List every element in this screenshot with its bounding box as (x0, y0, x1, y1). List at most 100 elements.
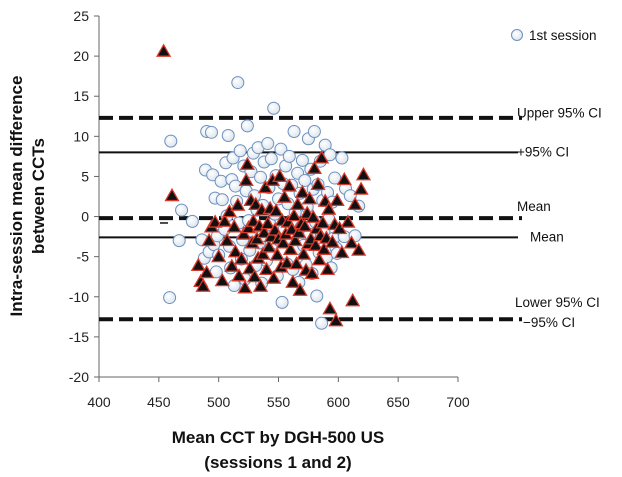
data-point-circle (298, 173, 312, 187)
data-point-triangle (281, 178, 297, 192)
data-point-circle (295, 153, 309, 167)
x-tick-label: 700 (446, 394, 470, 410)
data-point-triangle (321, 201, 337, 215)
data-point-triangle (221, 203, 238, 218)
reference-line-label: Upper 95% CI (517, 106, 602, 121)
data-point-triangle (201, 232, 217, 247)
data-point-circle (282, 149, 296, 163)
data-point-triangle (282, 241, 299, 255)
data-point-triangle (211, 248, 227, 263)
data-point-triangle (268, 203, 284, 217)
data-point-triangle (296, 246, 312, 260)
data-point-circle (310, 289, 324, 303)
data-point-triangle (315, 215, 331, 229)
data-point-triangle (275, 235, 291, 249)
y-tick-label: 15 (73, 88, 89, 104)
data-point-triangle (226, 219, 242, 233)
data-point-triangle (238, 172, 254, 186)
data-point-triangle (328, 313, 344, 327)
data-point-circle (275, 295, 289, 309)
data-point-triangle (239, 156, 256, 170)
data-point-triangle (311, 252, 327, 266)
data-point-triangle (290, 196, 306, 211)
data-point-triangle (255, 246, 271, 260)
data-point-circle (233, 144, 247, 158)
data-point-circle (307, 125, 321, 139)
data-point-circle (264, 152, 278, 166)
x-axis-title: Mean CCT by DGH-500 US (172, 428, 385, 447)
data-point-circle (214, 174, 228, 188)
data-point-triangle (347, 196, 363, 211)
reference-lines (99, 115, 522, 322)
data-point-triangle (214, 272, 230, 287)
y-tick-label: -10 (69, 289, 89, 305)
data-point-triangle (230, 197, 246, 211)
data-point-triangle (195, 278, 211, 292)
data-point-triangle (199, 264, 215, 279)
data-point-triangle (246, 268, 263, 283)
data-point-triangle (258, 261, 275, 276)
y-axis-title: Intra-session mean difference (7, 76, 26, 317)
data-point-triangle (276, 189, 293, 203)
x-tick-label: 400 (87, 394, 111, 410)
data-point-circle (185, 214, 199, 228)
data-point-triangle (322, 301, 338, 315)
data-point-circle (254, 170, 268, 184)
data-point-triangle (227, 244, 244, 258)
data-point-triangle (351, 242, 367, 256)
data-point-triangle (353, 181, 369, 195)
x-tick-label: 650 (386, 394, 410, 410)
data-point-triangle (248, 196, 264, 211)
x-tick-label: 500 (207, 394, 231, 410)
data-point-triangle (343, 235, 360, 249)
y-tick-label: -5 (77, 249, 90, 265)
data-point-triangle (310, 176, 326, 190)
data-point-circle (274, 142, 288, 156)
data-point-circle (172, 234, 186, 248)
data-point-circle (164, 134, 178, 148)
data-point-triangle (249, 231, 265, 245)
data-point-triangle (329, 192, 345, 207)
data-point-triangle (231, 268, 247, 282)
legend: 1st session (511, 28, 597, 43)
data-point-circle (343, 189, 357, 203)
data-point-triangle (269, 247, 285, 261)
data-point-triangle (236, 226, 252, 240)
data-point-circle (335, 151, 349, 165)
y-axis-title: between CCTs (29, 138, 48, 254)
data-point-triangle (272, 168, 288, 182)
data-point-triangle (319, 261, 336, 276)
data-point-triangle (256, 224, 272, 239)
data-point-triangle (294, 184, 311, 199)
data-point-circle (328, 171, 342, 185)
data-point-triangle (304, 265, 320, 280)
data-point-triangle (217, 213, 233, 227)
data-point-triangle (219, 232, 235, 247)
y-tick-label: 10 (73, 128, 89, 144)
y-tick-label: 5 (81, 168, 89, 184)
data-point-triangle (207, 214, 223, 228)
data-point-triangle (305, 209, 321, 223)
data-point-triangle (285, 274, 301, 288)
data-point-circle (228, 179, 242, 193)
y-tick-label: -15 (69, 329, 89, 345)
data-point-triangle (345, 292, 361, 307)
data-point-triangle (297, 218, 313, 232)
data-point-circle (204, 125, 218, 139)
annotations: Upper 95% CI +95% CI Mean Mean Lower 95% CI −… (515, 106, 602, 331)
data-point-circle (221, 129, 235, 143)
reference-line-label: −95% CI (523, 315, 575, 330)
data-point-triangle (190, 257, 206, 272)
data-point-circle (287, 125, 301, 139)
data-point-triangle (340, 214, 356, 228)
data-point-triangle (292, 282, 308, 296)
reference-line-label: Mean (517, 199, 551, 214)
data-point-triangle (155, 43, 172, 57)
axis-titles: Mean CCT by DGH-500 US (sessions 1 and 2)… (7, 76, 384, 472)
data-point-triangle (279, 255, 295, 269)
reference-line-label: Mean (530, 229, 564, 244)
data-point-triangle (237, 280, 253, 294)
data-point-triangle (355, 167, 372, 181)
y-tick-label: 25 (73, 8, 89, 24)
data-point-triangle (260, 215, 276, 230)
